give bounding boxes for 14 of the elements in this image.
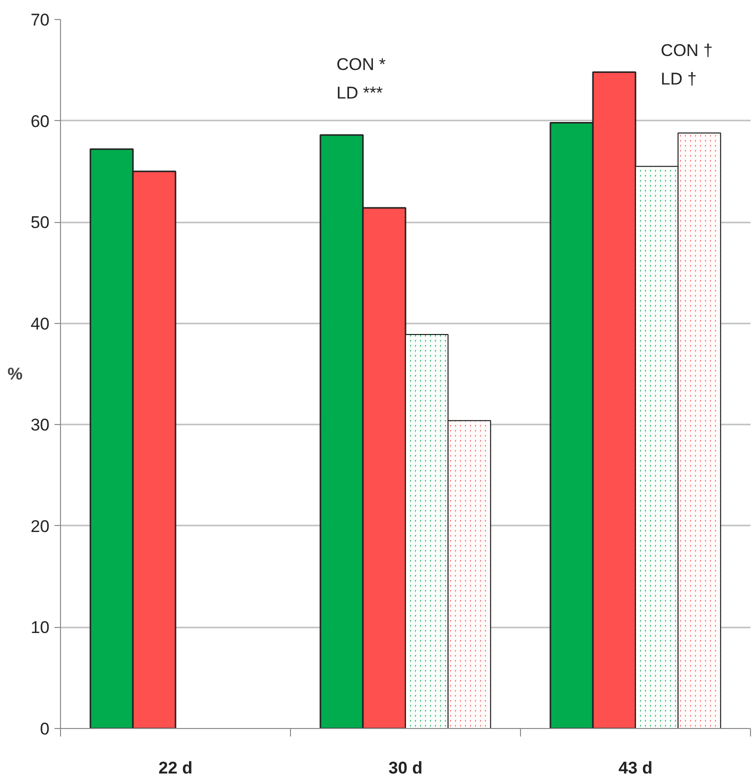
y-tick-label: 10 [30,618,50,638]
x-tick-label: 43 d [618,758,653,778]
y-tick-label: 30 [30,416,50,435]
y-tick-label: 50 [30,213,50,232]
y-tick-label: 60 [30,112,50,131]
y-tick-label: 40 [30,314,50,334]
x-tick-label: 22 d [158,758,193,778]
x-tick-label: 30 d [388,758,423,778]
y-tick-label: 70 [30,10,50,30]
y-axis-title: % [7,364,23,384]
y-tick-label: 20 [30,516,50,536]
annotation: CON * LD *** [336,54,386,102]
y-tick-label: 0 [40,720,50,738]
annotation: CON † LD † [660,40,713,88]
